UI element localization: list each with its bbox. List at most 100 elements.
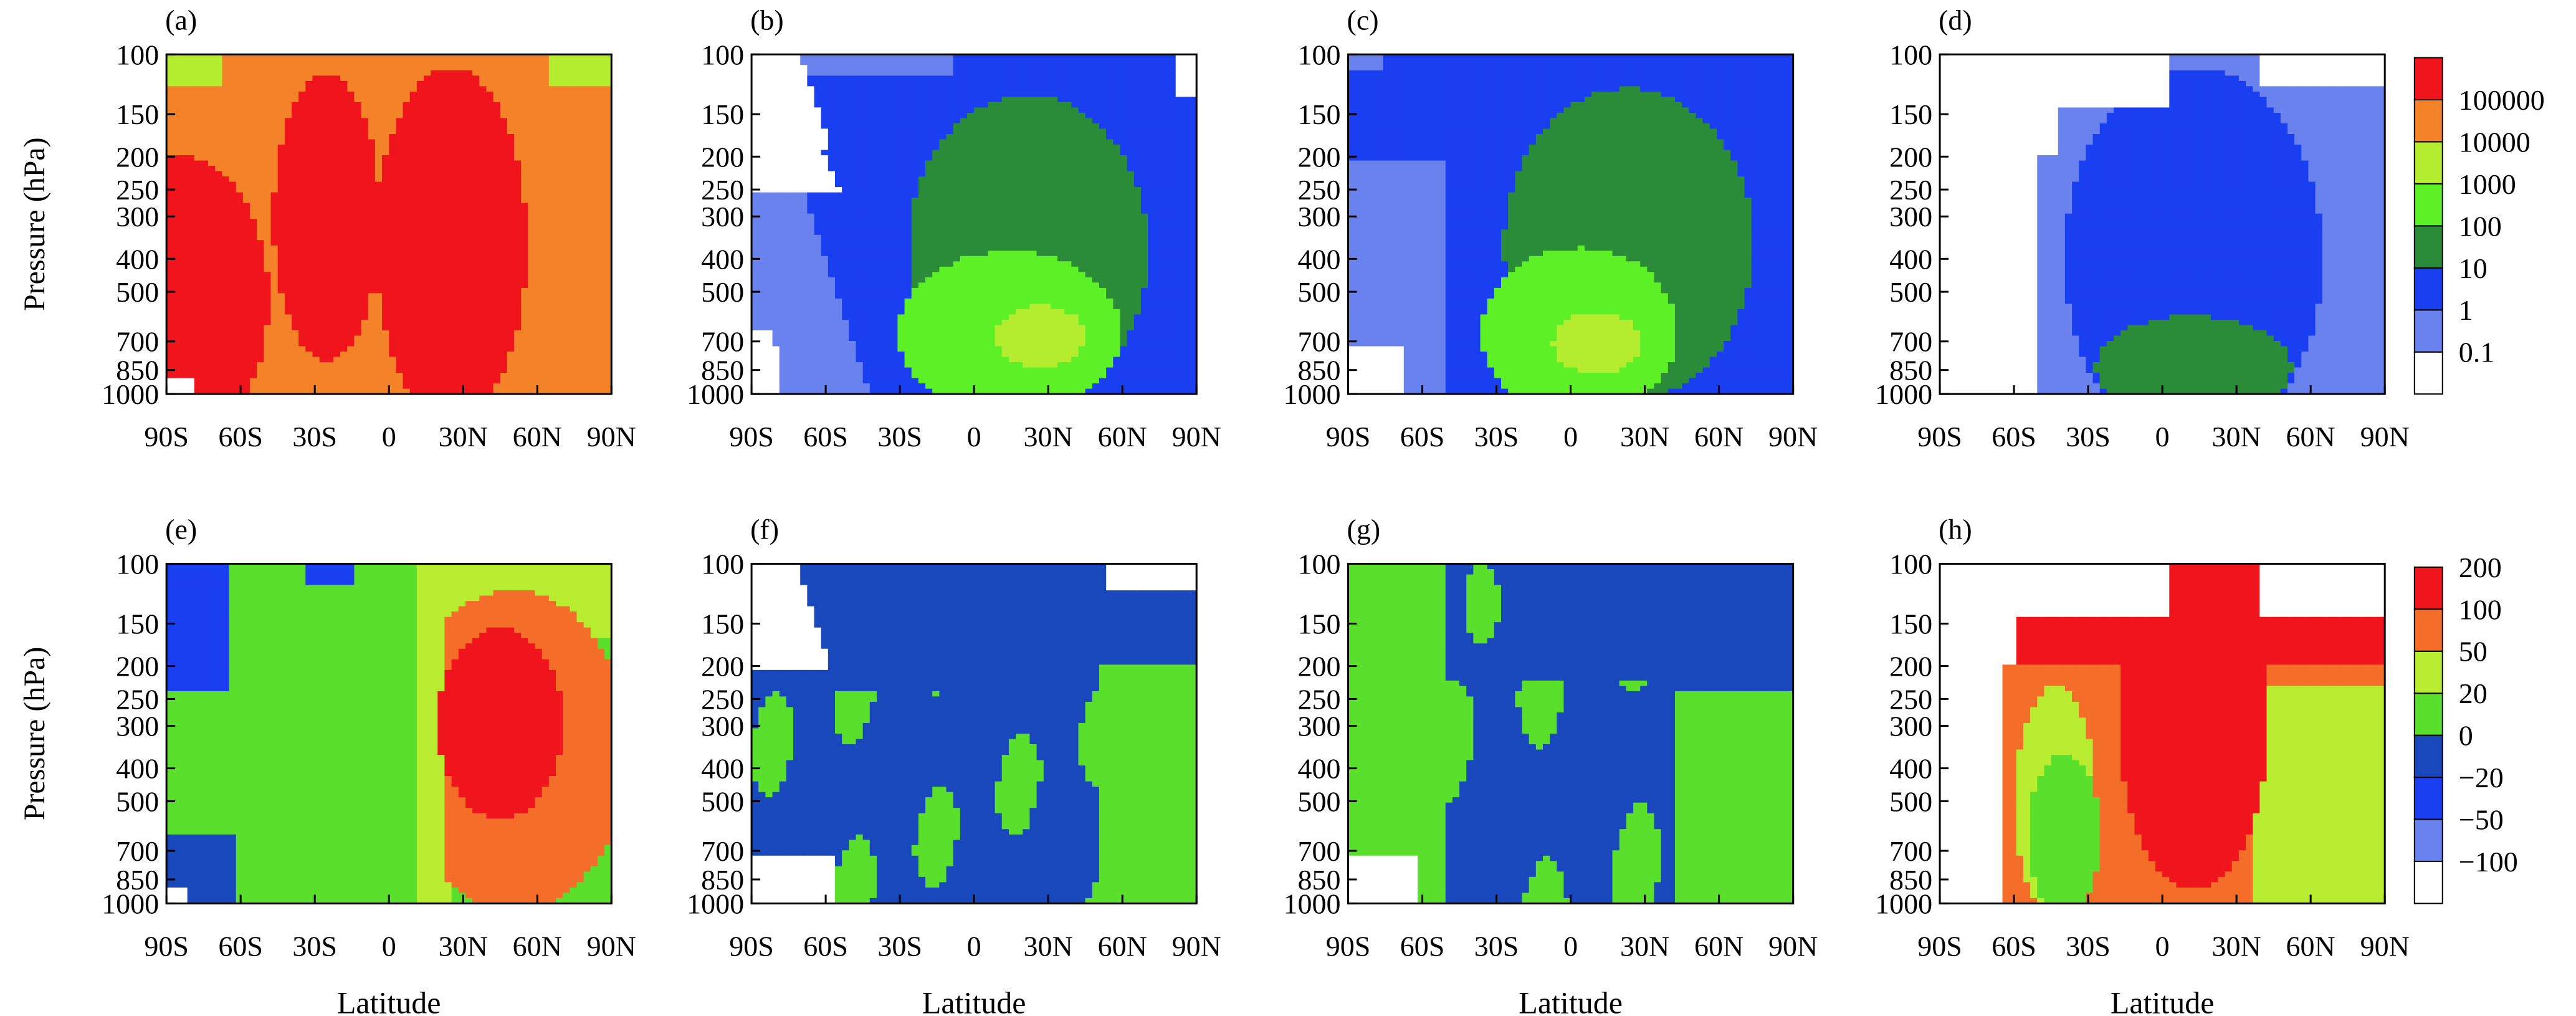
contour-cell <box>431 193 438 198</box>
contour-cell <box>229 277 237 283</box>
contour-cell <box>201 193 209 198</box>
contour-cell <box>271 309 279 315</box>
contour-cell <box>201 261 209 267</box>
contour-cell <box>375 378 383 384</box>
contour-cell <box>354 208 361 214</box>
contour-cell <box>264 251 271 256</box>
contour-cell <box>528 383 535 389</box>
contour-cell <box>271 198 279 203</box>
contour-cell <box>437 378 445 384</box>
contour-cell <box>271 335 279 341</box>
contour-cell <box>1120 86 1127 92</box>
contour-cell <box>570 107 577 113</box>
contour-cell <box>222 198 229 203</box>
contour-cell <box>472 224 480 230</box>
contour-cell <box>327 357 334 363</box>
contour-cell <box>368 65 376 70</box>
contour-cell <box>1009 107 1016 113</box>
contour-cell <box>1051 86 1058 92</box>
contour-cell <box>556 198 563 203</box>
contour-cell <box>257 182 264 188</box>
contour-cell <box>1029 70 1037 76</box>
contour-cell <box>528 347 535 352</box>
contour-cell <box>598 251 605 256</box>
contour-cell <box>452 299 459 304</box>
contour-cell <box>229 161 237 166</box>
contour-cell <box>479 139 487 145</box>
contour-cell <box>773 92 780 97</box>
contour-cell <box>264 314 271 320</box>
contour-cell <box>437 267 445 272</box>
contour-cell <box>424 65 431 70</box>
contour-cell <box>598 187 605 193</box>
contour-cell <box>1079 81 1086 87</box>
contour-cell <box>437 65 445 70</box>
contour-cell <box>243 187 250 193</box>
contour-cell <box>947 97 954 102</box>
contour-cell <box>431 362 438 368</box>
contour-cell <box>264 161 271 166</box>
contour-cell <box>472 203 480 209</box>
contour-cell <box>563 330 570 336</box>
contour-cell <box>576 282 584 288</box>
contour-cell <box>556 368 563 373</box>
contour-cell <box>549 182 556 188</box>
contour-cell <box>264 203 271 209</box>
contour-cell <box>410 166 417 171</box>
contour-cell <box>437 325 445 330</box>
contour-cell <box>361 182 369 188</box>
contour-cell <box>444 378 452 384</box>
contour-cell <box>180 219 188 224</box>
contour-cell <box>542 60 550 65</box>
contour-cell <box>368 320 376 325</box>
contour-cell <box>1176 75 1183 81</box>
contour-cell <box>444 314 452 320</box>
contour-cell <box>222 357 229 363</box>
contour-cell <box>494 357 501 363</box>
contour-cell <box>257 267 264 272</box>
contour-cell <box>444 330 452 336</box>
contour-cell <box>236 134 244 140</box>
contour-cell <box>382 198 389 203</box>
contour-cell <box>828 81 836 87</box>
contour-cell <box>236 161 244 166</box>
contour-cell <box>431 320 438 325</box>
contour-cell <box>591 352 598 357</box>
contour-cell <box>173 128 181 134</box>
contour-cell <box>521 330 528 336</box>
contour-cell <box>598 60 605 65</box>
contour-cell <box>312 134 320 140</box>
contour-cell <box>305 75 313 81</box>
contour-cell <box>180 75 188 81</box>
contour-cell <box>285 75 292 81</box>
contour-cell <box>500 299 508 304</box>
contour-cell <box>298 134 306 140</box>
contour-cell <box>431 171 438 177</box>
contour-cell <box>188 335 195 341</box>
contour-cell <box>257 362 264 368</box>
contour-cell <box>1183 97 1190 102</box>
contour-cell <box>981 60 988 65</box>
contour-cell <box>180 330 188 336</box>
contour-cell <box>403 75 411 81</box>
contour-cell <box>598 293 605 299</box>
contour-cell <box>264 368 271 373</box>
contour-cell <box>215 198 222 203</box>
contour-cell <box>459 75 466 81</box>
contour-cell <box>361 134 369 140</box>
contour-cell <box>472 193 480 198</box>
contour-cell <box>556 320 563 325</box>
contour-cell <box>549 299 556 304</box>
contour-cell <box>452 139 459 145</box>
contour-cell <box>424 261 431 267</box>
contour-cell <box>988 102 995 108</box>
contour-cell <box>188 304 195 309</box>
contour-cell <box>229 251 237 256</box>
contour-cell <box>507 373 515 378</box>
contour-cell <box>264 166 271 171</box>
contour-cell <box>208 293 216 299</box>
contour-cell <box>354 251 361 256</box>
contour-cell <box>243 86 250 92</box>
contour-cell <box>507 235 515 241</box>
contour-cell <box>368 176 376 182</box>
